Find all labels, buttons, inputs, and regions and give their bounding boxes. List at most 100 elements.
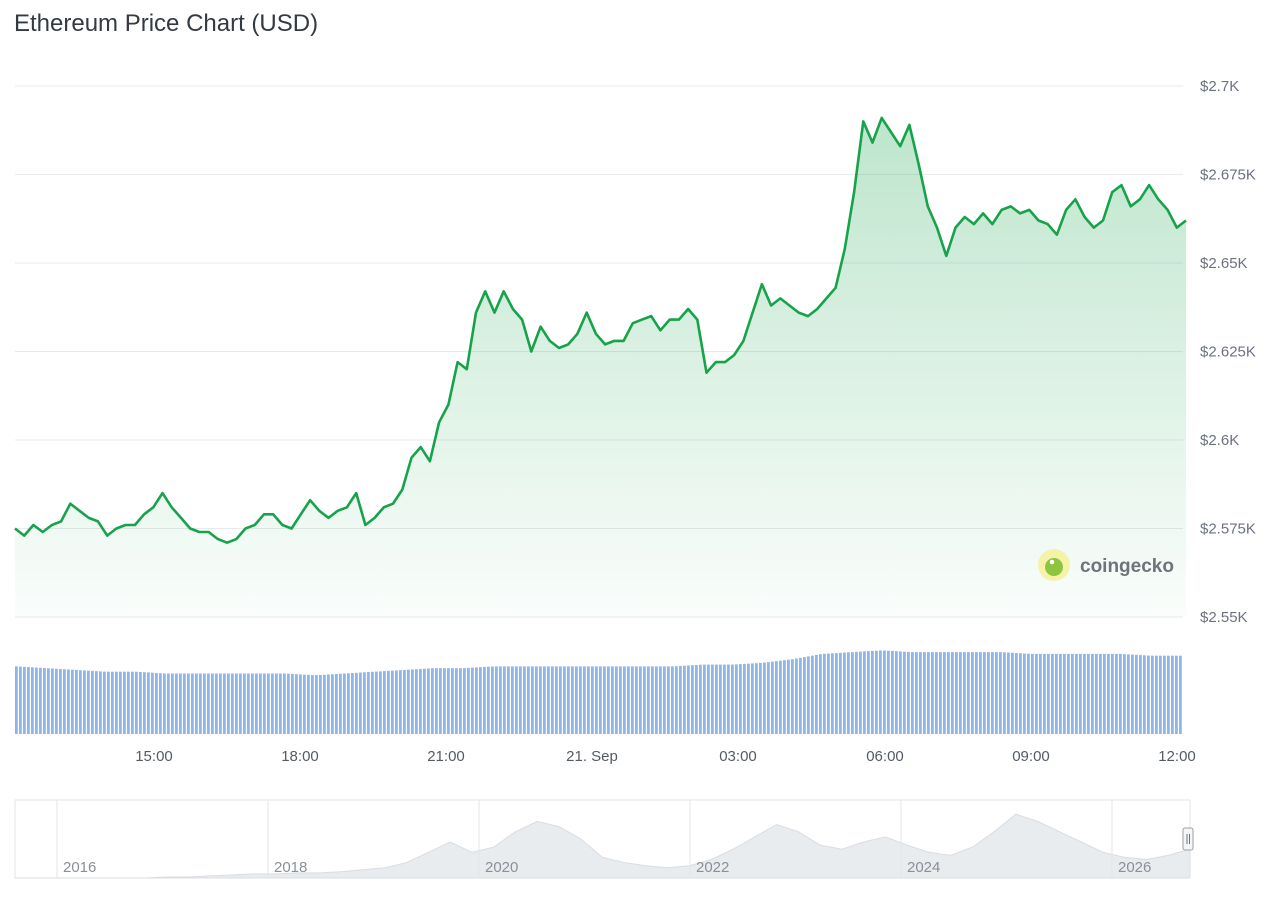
volume-bar	[447, 668, 450, 734]
volume-bar	[431, 668, 434, 734]
volume-bar	[747, 663, 750, 734]
volume-bar	[263, 673, 266, 734]
volume-bar	[1139, 655, 1142, 734]
volume-bar	[403, 669, 406, 734]
volume-bar	[91, 670, 94, 734]
volume-bar	[279, 673, 282, 734]
volume-bar	[1095, 653, 1098, 734]
volume-bar	[695, 664, 698, 734]
volume-bar	[171, 673, 174, 734]
volume-bar	[1099, 653, 1102, 734]
volume-bar	[927, 652, 930, 734]
price-line[interactable]	[14, 116, 1187, 544]
volume-bar	[627, 666, 630, 734]
volume-bar	[219, 673, 222, 734]
volume-bar	[791, 659, 794, 734]
volume-bar	[615, 666, 618, 734]
volume-bar	[1023, 653, 1026, 734]
volume-bar	[579, 666, 582, 734]
volume-bar	[759, 662, 762, 734]
volume-bar	[1115, 653, 1118, 734]
volume-bar	[915, 652, 918, 734]
volume-bar	[419, 668, 422, 734]
volume-bar	[643, 666, 646, 734]
x-tick-label: 03:00	[719, 748, 757, 765]
volume-bar	[879, 650, 882, 734]
volume-bar	[1015, 653, 1018, 734]
volume-bar	[883, 650, 886, 734]
volume-bar	[619, 666, 622, 734]
volume-bar	[907, 651, 910, 734]
x-tick-label: 09:00	[1012, 748, 1050, 765]
volume-bar	[531, 666, 534, 734]
volume-bar	[43, 668, 46, 734]
volume-bar	[183, 673, 186, 734]
volume-bar	[503, 666, 506, 734]
volume-bar	[975, 652, 978, 734]
volume-bar	[775, 661, 778, 734]
volume-bar	[399, 670, 402, 734]
volume-bar	[1075, 653, 1078, 734]
volume-bar	[47, 668, 50, 734]
volume-bar	[123, 671, 126, 734]
volume-bar	[351, 673, 354, 734]
volume-bar	[1167, 655, 1170, 734]
volume-bar	[807, 656, 810, 734]
volume-bar	[51, 668, 54, 734]
volume-bar	[59, 668, 62, 734]
volume-bar	[491, 666, 494, 734]
volume-bar	[375, 671, 378, 734]
volume-bar	[227, 673, 230, 734]
volume-bar	[1091, 653, 1094, 734]
volume-bar	[639, 666, 642, 734]
volume-bar	[223, 673, 226, 734]
volume-bar	[1179, 655, 1182, 734]
volume-bar	[1051, 653, 1054, 734]
volume-bar	[371, 671, 374, 734]
volume-bar	[135, 671, 138, 734]
navigator-tick-label: 2020	[485, 859, 518, 876]
volume-bar	[999, 652, 1002, 734]
volume-bar	[231, 673, 234, 734]
volume-bar	[139, 671, 142, 734]
y-tick-label: $2.65K	[1200, 255, 1248, 272]
volume-bar	[163, 673, 166, 734]
volume-bar	[847, 652, 850, 734]
volume-bar	[67, 669, 70, 734]
volume-bar	[839, 652, 842, 734]
navigator-tick-label: 2026	[1118, 859, 1151, 876]
volume-bar	[819, 654, 822, 734]
volume-bar	[723, 664, 726, 734]
y-tick-label: $2.625K	[1200, 344, 1256, 361]
volume-bar	[303, 674, 306, 734]
volume-bar	[415, 669, 418, 734]
gecko-eye-icon	[1049, 559, 1055, 565]
volume-bar	[463, 668, 466, 734]
volume-bar	[283, 673, 286, 734]
volume-bar	[691, 665, 694, 734]
volume-bar	[947, 652, 950, 734]
volume-bar	[1131, 654, 1134, 734]
x-axis-labels: 15:00 18:00 21:00 21. Sep 03:00 06:00 09:00 12:…	[135, 748, 1196, 765]
volume-bar	[1043, 653, 1046, 734]
volume-bar	[535, 666, 538, 734]
volume-bar	[507, 666, 510, 734]
volume-bar	[367, 672, 370, 734]
volume-bar	[295, 674, 298, 734]
volume-bar	[739, 664, 742, 734]
range-navigator[interactable]: 2016 2018 2020 2022 2024 2026	[14, 799, 1194, 879]
volume-bar	[1059, 653, 1062, 734]
volume-bar	[259, 673, 262, 734]
volume-bar	[207, 673, 210, 734]
volume-bar	[855, 651, 858, 734]
volume-bar	[631, 666, 634, 734]
volume-bar	[215, 673, 218, 734]
navigator-handle[interactable]	[1182, 827, 1194, 851]
volume-bar	[19, 666, 22, 734]
chart-title: Ethereum Price Chart (USD)	[14, 10, 319, 37]
volume-bar	[343, 673, 346, 734]
volume-bar	[15, 666, 18, 734]
volume-bar	[895, 651, 898, 734]
volume-bar	[1027, 653, 1030, 734]
